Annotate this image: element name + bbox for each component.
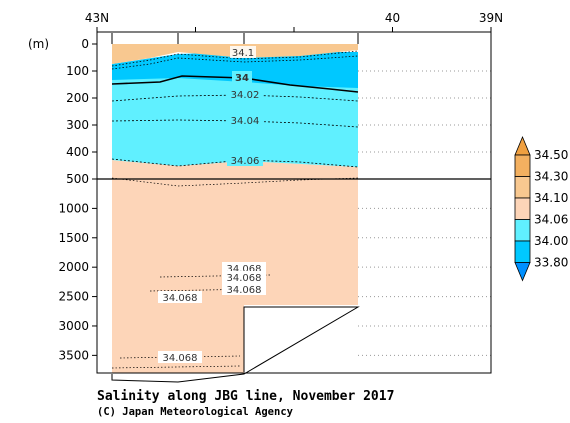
contour-label: 34.1 — [230, 46, 256, 59]
svg-text:34.068: 34.068 — [227, 264, 262, 275]
fill-surface-fresh-band — [112, 52, 358, 88]
contour-label: 34.068 — [222, 271, 266, 284]
contour-label: 34.068 — [222, 283, 266, 296]
y-tick-label: 1500 — [58, 231, 89, 245]
axes: 0 100 200 300 400 500 1000 1500 2000 2500 3000 3500… — [58, 11, 503, 374]
chart-title: Salinity along JBG line, November 2017 — [97, 389, 394, 404]
colorbar-segment — [514, 176, 531, 199]
contour-label: 34.068 — [158, 351, 202, 364]
contour-label: 34.06 — [227, 154, 263, 167]
colorbar-label: 33.80 — [534, 256, 568, 270]
svg-text:34.1: 34.1 — [232, 48, 254, 59]
contour-label-layer: 34.1 34 34.02 34.04 34.06 34.068 34.068 — [158, 46, 266, 364]
colorbar-max-arrow — [514, 135, 531, 156]
y-tick-label: 500 — [66, 172, 89, 186]
svg-text:34.06: 34.06 — [231, 156, 260, 167]
y-tick-label: 2500 — [58, 290, 89, 304]
y-tick-label: 400 — [66, 145, 89, 159]
x-tick-label: 40 — [385, 11, 400, 25]
colorbar: 34.50 34.30 34.10 34.06 34.00 33.80 — [514, 135, 568, 282]
svg-text:34.068: 34.068 — [227, 273, 262, 284]
svg-text:34.068: 34.068 — [163, 293, 198, 304]
contour-label: 34 — [232, 71, 252, 84]
contour-34-1-b — [111, 55, 359, 70]
svg-text:34.02: 34.02 — [231, 90, 260, 101]
svg-text:34: 34 — [235, 73, 249, 84]
y-tick-label: 3500 — [58, 348, 89, 362]
y-tick-label: 100 — [66, 64, 89, 78]
x-tick-label: 39N — [479, 11, 503, 25]
colorbar-segment — [514, 219, 531, 242]
seafloor-outline — [111, 306, 360, 383]
colorbar-label: 34.00 — [534, 234, 568, 248]
colorbar-label: 34.50 — [534, 148, 568, 162]
y-tick-label: 0 — [81, 37, 89, 51]
contour-label: 34.04 — [227, 114, 263, 127]
contour-34-068-e — [111, 365, 241, 369]
x-tick-label: 43N — [85, 11, 109, 25]
colorbar-segment — [514, 197, 531, 220]
contour-34-1 — [111, 50, 359, 67]
y-axis-label: (m) — [28, 37, 49, 51]
colorbar-label: 34.10 — [534, 191, 568, 205]
colorbar-min-arrow — [514, 262, 531, 282]
colorbar-segment — [514, 240, 531, 263]
y-tick-label: 2000 — [58, 260, 89, 274]
y-tick-label: 3000 — [58, 319, 89, 333]
y-tick-label: 300 — [66, 118, 89, 132]
svg-text:34.068: 34.068 — [163, 353, 198, 364]
colorbar-label: 34.30 — [534, 170, 568, 184]
station-markers — [111, 33, 359, 44]
y-tick-label: 1000 — [58, 201, 89, 215]
svg-text:34.068: 34.068 — [227, 285, 262, 296]
colorbar-segment — [514, 154, 531, 177]
contour-label: 34.068 — [158, 291, 202, 304]
svg-text:34.04: 34.04 — [231, 116, 260, 127]
contour-label: 34.02 — [227, 88, 263, 101]
chart-credit: (C) Japan Meteorological Agency — [97, 406, 294, 418]
y-tick-label: 200 — [66, 91, 89, 105]
colorbar-label: 34.06 — [534, 213, 568, 227]
